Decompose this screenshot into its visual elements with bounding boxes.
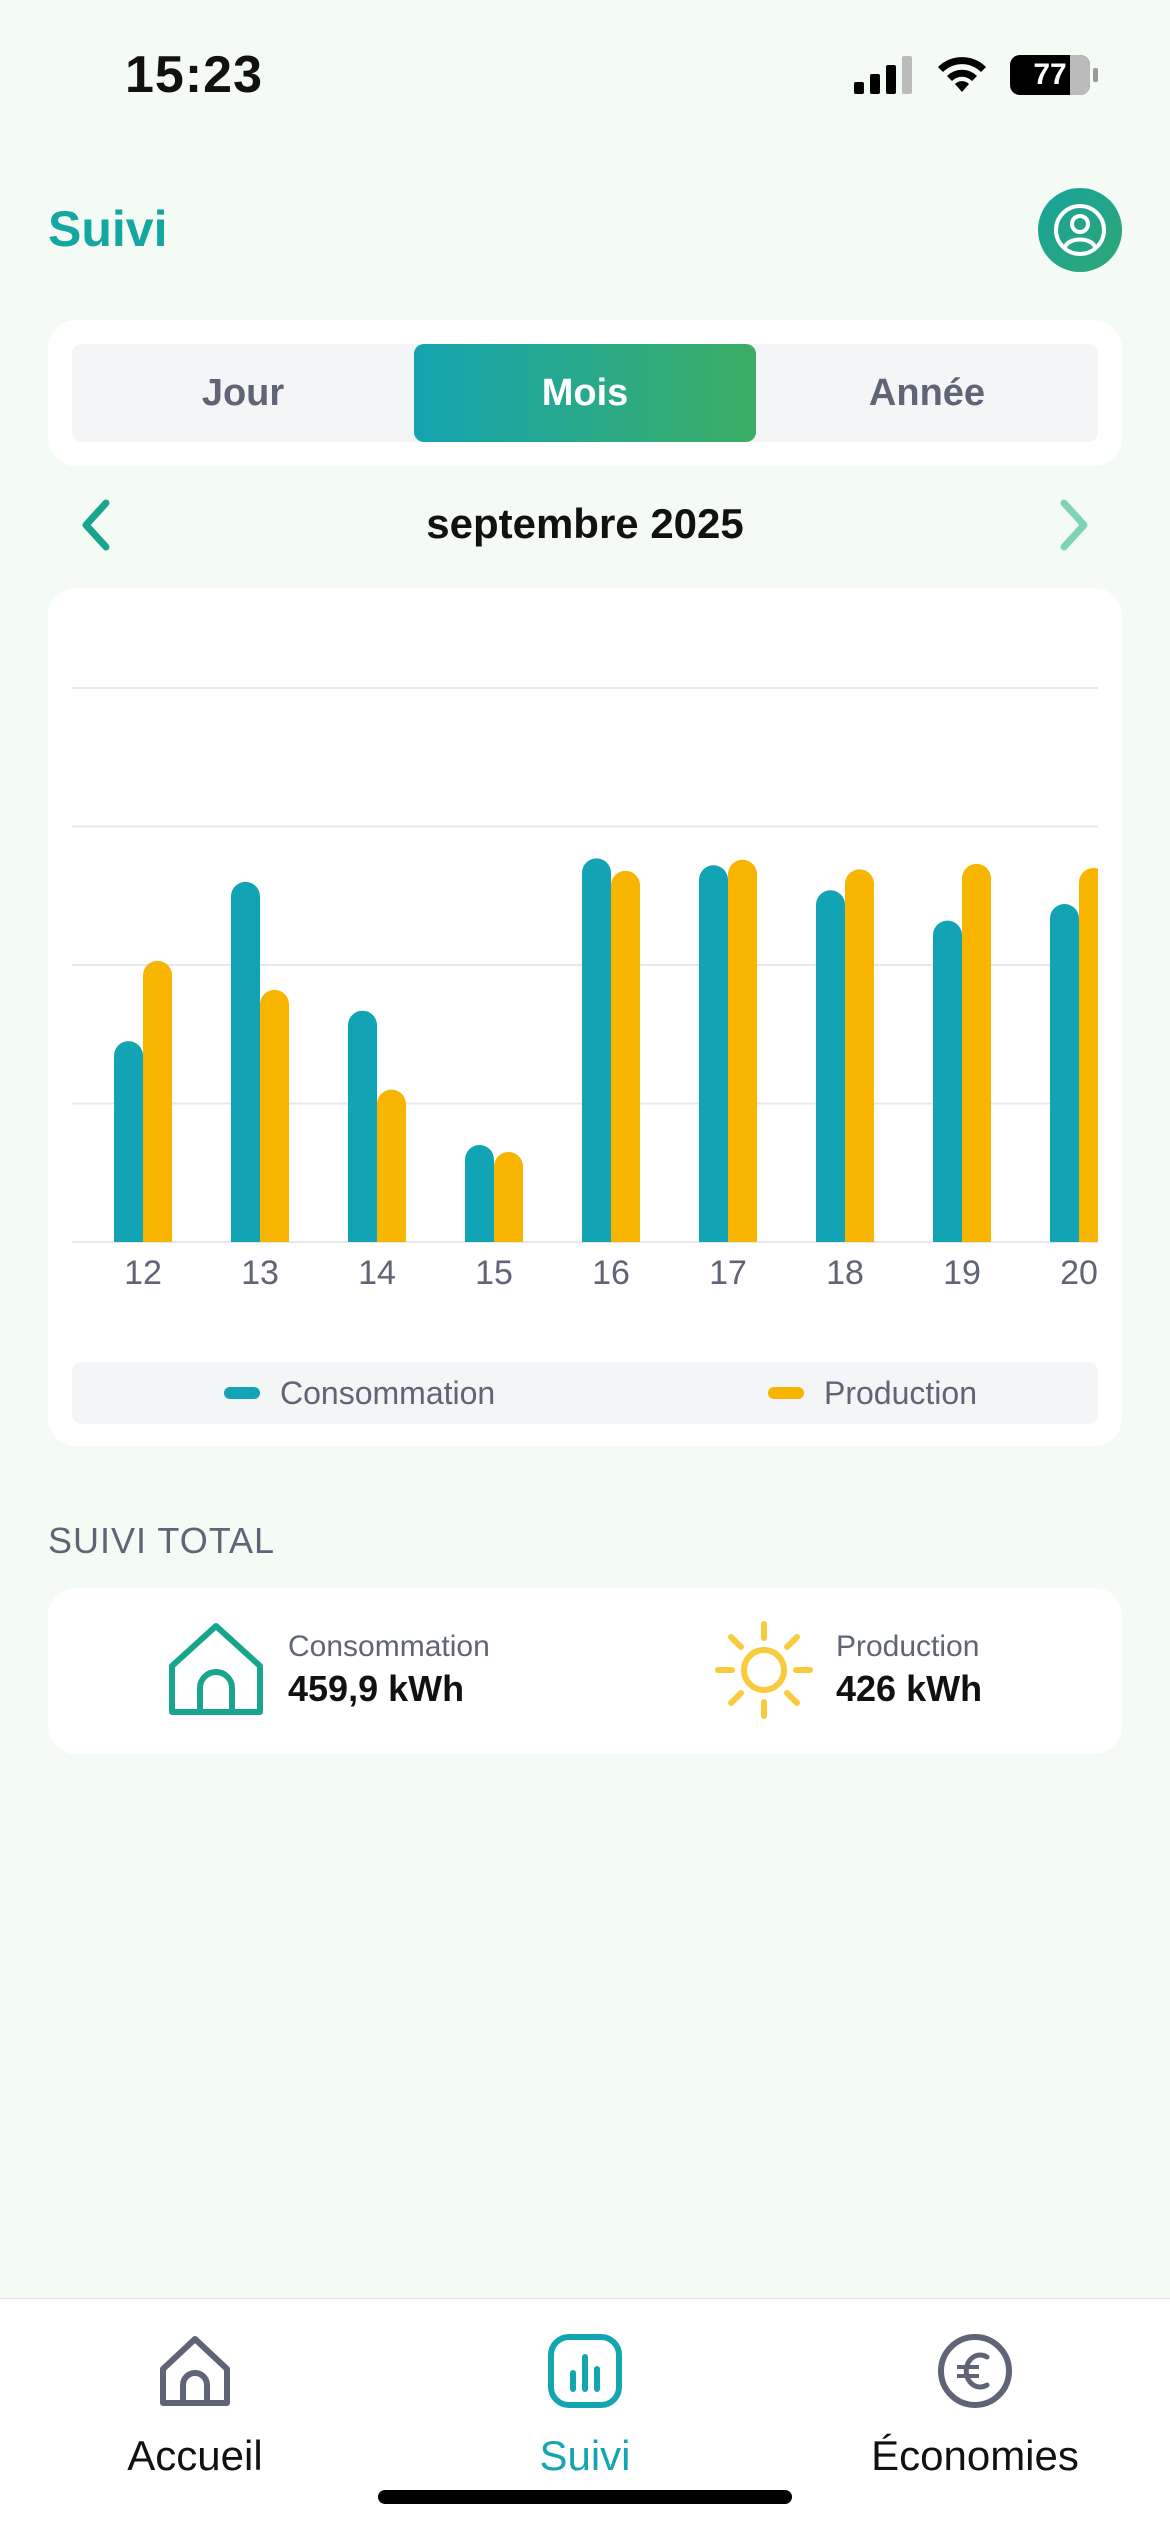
bar-production-14[interactable]: [377, 1089, 406, 1242]
bar-consumption-19[interactable]: [933, 920, 962, 1242]
status-bar: 15:23 77: [0, 0, 1170, 150]
total-production-label: Production: [836, 1630, 980, 1663]
bar-production-17[interactable]: [728, 859, 757, 1242]
total-production-value: 426 kWh: [836, 1668, 983, 1709]
bar-production-20[interactable]: [1079, 868, 1108, 1242]
total-consumption: Consommation 459,9 kWh: [164, 1618, 490, 1722]
total-production: Production 426 kWh: [712, 1618, 982, 1722]
chart-icon: [548, 2334, 622, 2408]
home-icon: [169, 1623, 263, 1715]
euro-icon: [938, 2334, 1012, 2408]
period-segmented-control: Jour Mois Année: [72, 344, 1098, 442]
legend-swatch-production: [768, 1387, 804, 1399]
bar-consumption-17[interactable]: [699, 865, 728, 1242]
tab-suivi-label: Suivi: [539, 2432, 631, 2479]
profile-button[interactable]: [1038, 188, 1122, 272]
x-tick-label: 17: [709, 1254, 747, 1292]
tab-economies[interactable]: Économies: [825, 2329, 1125, 2480]
tab-accueil-label: Accueil: [127, 2432, 263, 2479]
bar-consumption-18[interactable]: [816, 890, 845, 1242]
bar-consumption-13[interactable]: [231, 881, 260, 1242]
home-indicator: [378, 2490, 792, 2504]
tab-jour[interactable]: Jour: [201, 371, 285, 414]
legend-item-production: Production: [768, 1362, 977, 1424]
x-tick-label: 15: [475, 1254, 513, 1292]
battery-level: 77: [1033, 58, 1067, 91]
bar-production-18[interactable]: [845, 869, 874, 1242]
x-tick-label: 13: [241, 1254, 279, 1292]
total-consumption-label: Consommation: [288, 1630, 490, 1663]
x-tick-label: 18: [826, 1254, 864, 1292]
period-selector-card: Jour Mois Année: [48, 320, 1122, 466]
bar-consumption-14[interactable]: [348, 1010, 377, 1242]
x-tick-label: 20: [1060, 1254, 1098, 1292]
page-title: Suivi: [48, 201, 168, 257]
bar-consumption-12[interactable]: [114, 1041, 143, 1242]
tab-annee[interactable]: Année: [868, 371, 986, 414]
bar-production-12[interactable]: [143, 960, 172, 1242]
x-tick-label: 14: [358, 1254, 396, 1292]
bar-production-15[interactable]: [494, 1151, 523, 1242]
bar-production-19[interactable]: [962, 863, 991, 1242]
bar-consumption-20[interactable]: [1050, 904, 1079, 1242]
tab-economies-label: Économies: [871, 2432, 1079, 2479]
period-navigation: septembre 2025: [48, 490, 1122, 560]
total-card: Consommation 459,9 kWh Production 426 kW…: [48, 1588, 1122, 1754]
legend-item-consumption: Consommation: [224, 1362, 495, 1424]
signal-icon: [854, 56, 912, 94]
chevron-right-icon[interactable]: [1042, 495, 1102, 555]
legend-label-production: Production: [824, 1374, 977, 1411]
tab-suivi[interactable]: Suivi: [435, 2329, 735, 2480]
sun-icon: [715, 1621, 813, 1719]
x-tick-label: 19: [943, 1254, 981, 1292]
battery-icon: 77: [1010, 55, 1098, 95]
chart-card: 12 13 14 15 16 17 18 19 20 Consommation Producti…: [48, 588, 1122, 1446]
legend-swatch-consumption: [224, 1387, 260, 1399]
wifi-icon: [938, 57, 986, 92]
bar-production-16[interactable]: [611, 870, 640, 1242]
tab-accueil[interactable]: Accueil: [45, 2329, 345, 2480]
bar-production-13[interactable]: [260, 989, 289, 1242]
home-icon: [160, 2336, 230, 2406]
x-tick-label: 16: [592, 1254, 630, 1292]
chart-legend: Consommation Production: [72, 1362, 1098, 1424]
bar-consumption-15[interactable]: [465, 1145, 494, 1242]
bar-consumption-16[interactable]: [582, 858, 611, 1242]
user-circle-icon: [1054, 204, 1106, 256]
tab-mois[interactable]: Mois: [414, 344, 756, 442]
legend-label-consumption: Consommation: [280, 1374, 496, 1411]
period-label: septembre 2025: [426, 500, 744, 547]
bar-chart: 12 13 14 15 16 17 18 19 20: [72, 687, 1108, 1292]
total-consumption-value: 459,9 kWh: [288, 1668, 465, 1709]
chevron-left-icon[interactable]: [68, 495, 128, 555]
status-time: 15:23: [125, 46, 263, 104]
x-tick-label: 12: [124, 1254, 162, 1292]
status-icons: 77: [854, 55, 1098, 95]
section-title-total: SUIVI TOTAL: [48, 1520, 276, 1561]
